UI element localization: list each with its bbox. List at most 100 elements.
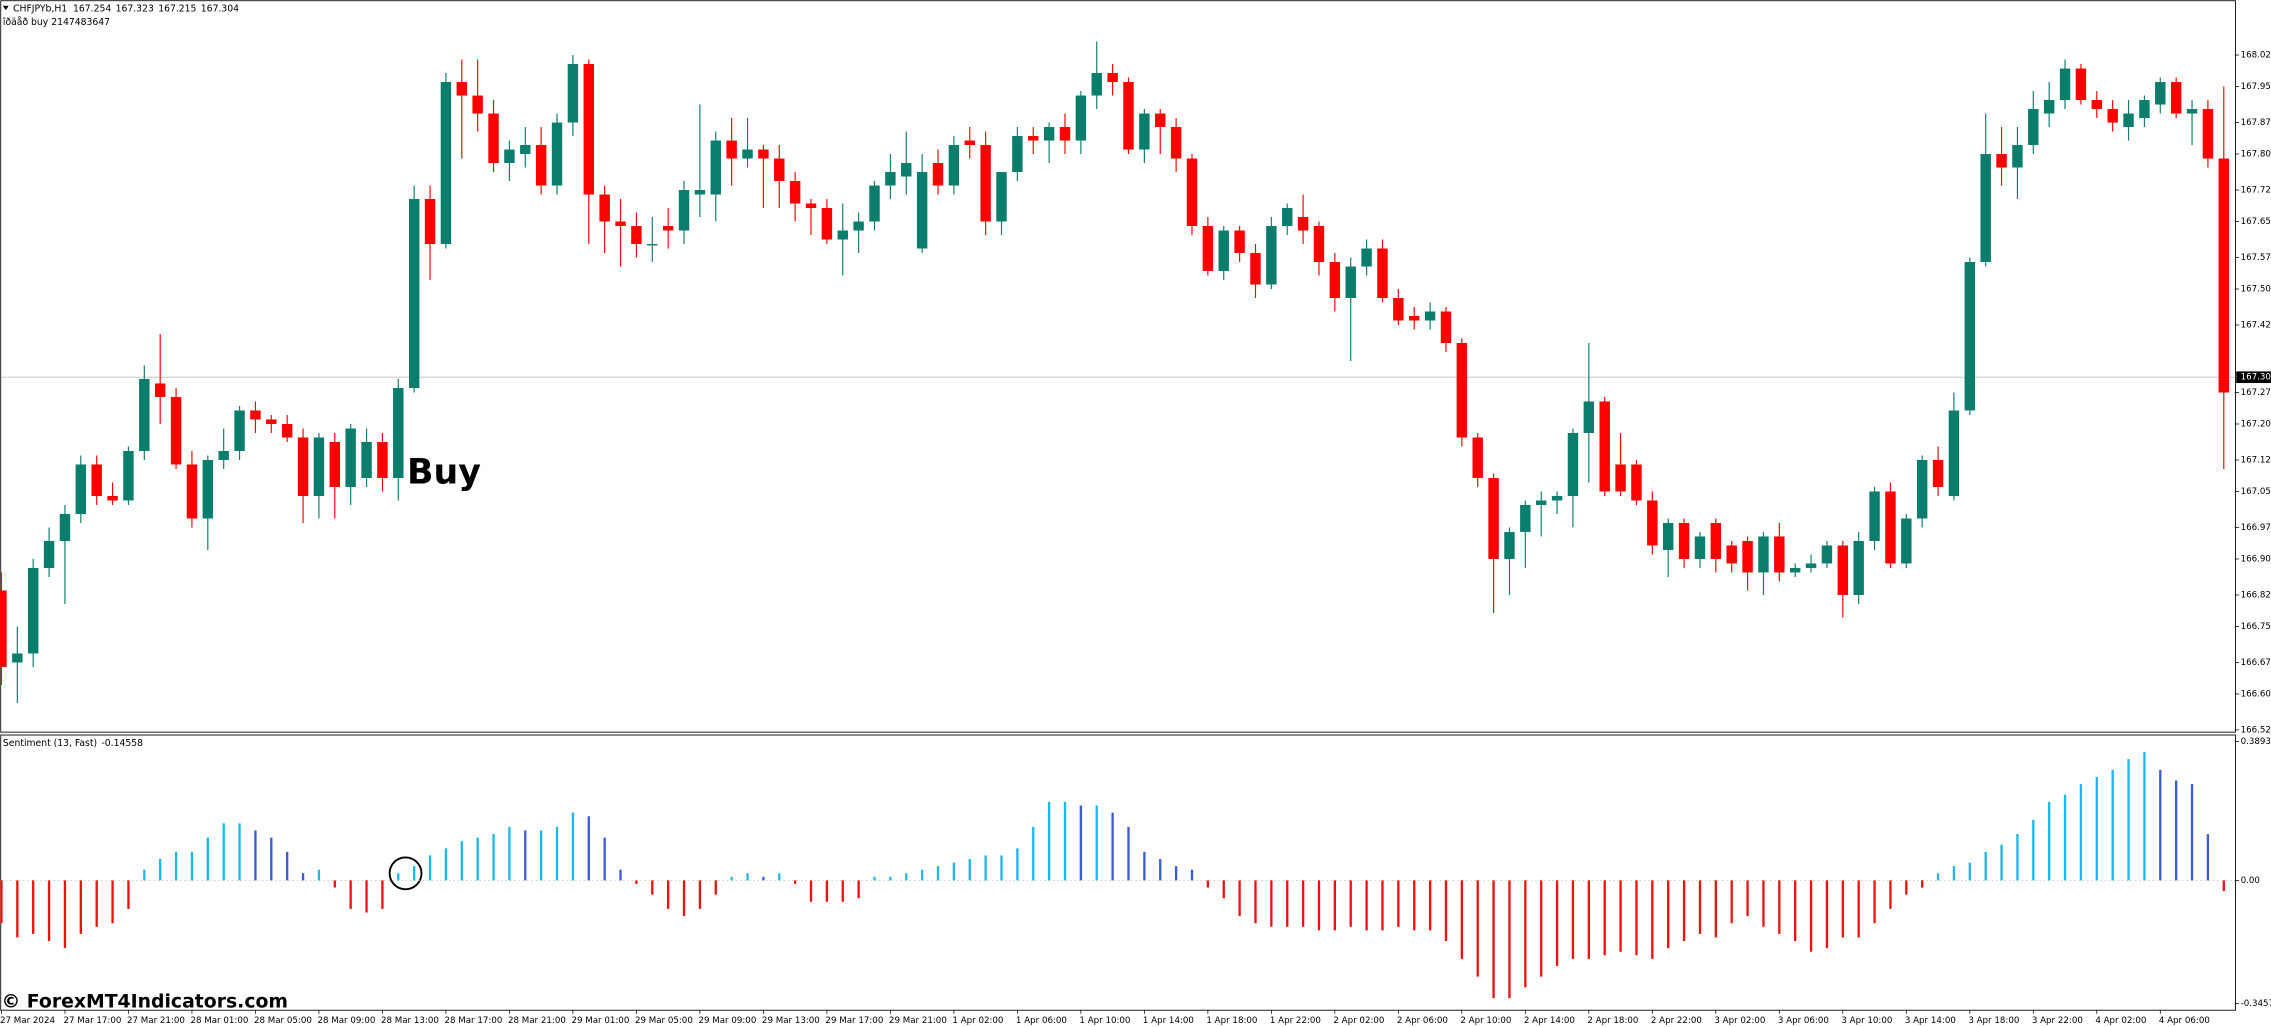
y-tick-label: 167.50 [2241,285,2271,295]
x-tick-label: 28 Mar 09:00 [317,1016,375,1026]
candle-body [1631,464,1642,501]
candle-body [1901,518,1912,564]
y-tick-label: 166.75 [2241,622,2271,632]
candle-body [1472,437,1483,478]
x-tick-label: 2 Apr 14:00 [1524,1016,1575,1026]
y-tick-label: 167.57 [2241,253,2271,263]
x-tick-label: 3 Apr 22:00 [2032,1016,2083,1026]
candle-body [932,163,944,186]
candle-body [2170,82,2182,114]
candle-body [1964,262,1976,411]
candle-body [916,172,928,249]
candle-body [1996,154,2007,168]
candle-body [726,140,737,159]
candle-body [1123,82,1134,150]
candle-body [1821,545,1833,564]
candle-body [472,95,483,114]
candle-body [154,383,166,397]
candle-body [377,441,388,478]
indicator-header: Sentiment (13, Fast) -0.14558 [3,737,143,748]
candle-body [1155,113,1166,128]
candle-body [1345,266,1356,299]
y-tick-label: 166.90 [2241,554,2271,564]
candle-body [2059,68,2071,101]
candle-body [1837,545,1849,595]
candle-body [1520,504,1531,532]
candle-body [2202,109,2214,159]
candle-body [250,410,261,420]
candle-body [1678,522,1690,559]
candle-body [2139,100,2150,119]
candle-body [329,441,341,487]
high: 167.323 [116,3,154,14]
candle-body [2091,100,2103,110]
main-panel [0,0,2236,733]
candle-body [1504,531,1515,559]
candle-body [1202,226,1214,272]
x-tick-label: 29 Mar 21:00 [889,1016,947,1026]
candle-body [91,464,102,496]
candle-body [1885,491,1896,564]
candle-body [885,172,896,186]
candle-body [1361,248,1372,267]
candle-body [1694,536,1706,559]
candle-body [186,464,198,519]
y-tick-label: 0.00 [2241,876,2260,886]
candle-body [1282,208,1293,227]
x-tick-label: 1 Apr 22:00 [1270,1016,1321,1026]
candle-body [853,221,864,231]
candle-body [1107,73,1118,83]
candle-body [647,244,658,246]
x-tick-label: 1 Apr 14:00 [1143,1016,1194,1026]
candle-body [1932,459,1944,487]
candle-body [996,172,1007,222]
candle-body [1551,495,1563,501]
candle-body [2155,82,2166,105]
candle-body [694,190,706,195]
candle-body [1266,226,1277,285]
candle-body [1329,262,1341,299]
y-tick-label: 167.42 [2241,321,2271,331]
candle-body [440,82,452,245]
y-tick-label: 167.80 [2241,150,2271,160]
indicator-value: -0.14558 [101,737,143,748]
candle-body [2107,109,2118,123]
candle-body [520,145,531,155]
candle-body [107,495,118,501]
x-tick-label: 27 Mar 21:00 [127,1016,185,1026]
x-tick-label: 27 Mar 17:00 [63,1016,121,1026]
y-tick-label: 167.65 [2241,217,2271,227]
y-tick-label: -0.3457 [2241,999,2271,1009]
candle-body [123,450,134,501]
order-label: îðäåð buy 2147483647 [2,17,110,28]
candle-body [218,450,229,460]
candle-body [2028,109,2039,146]
buy-annotation: Buy [407,453,481,493]
candle-body [837,230,848,240]
y-tick-label: 167.95 [2241,82,2271,92]
candle-body [313,437,325,496]
candle-body [297,437,309,496]
x-tick-label: 29 Mar 13:00 [762,1016,820,1026]
x-tick-label: 28 Mar 17:00 [444,1016,502,1026]
candle-body [1059,127,1071,141]
candle-body [1297,217,1309,231]
low: 167.215 [158,3,196,14]
candle-body [1615,464,1626,492]
y-tick-label: 168.02 [2241,51,2271,61]
x-tick-label: 28 Mar 01:00 [190,1016,248,1026]
x-tick-label: 2 Apr 02:00 [1333,1016,1384,1026]
x-tick-label: 2 Apr 22:00 [1651,1016,1702,1026]
candle-body [1567,432,1579,496]
open: 167.254 [73,3,111,14]
candle-body [980,145,991,222]
y-tick-label: 167.87 [2241,118,2271,128]
x-tick-label: 29 Mar 01:00 [571,1016,629,1026]
menu-arrow [2,5,9,11]
candle-body [662,226,674,231]
x-tick-label: 2 Apr 18:00 [1587,1016,1638,1026]
candle-body [266,419,277,424]
candle-body [408,199,420,388]
